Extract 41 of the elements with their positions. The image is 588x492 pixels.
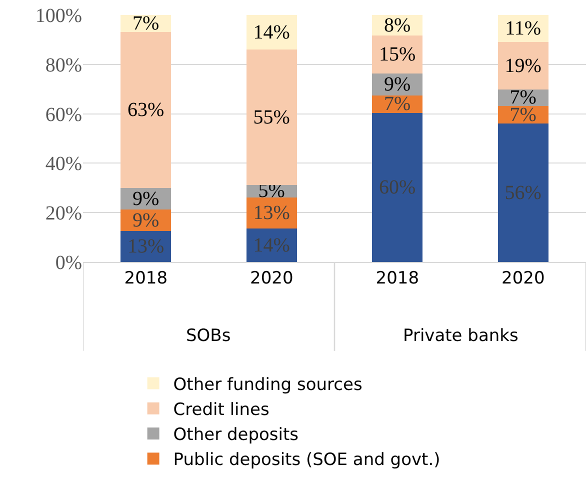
legend-label: Credit lines bbox=[173, 400, 270, 420]
y-tick-label: 40% bbox=[45, 153, 82, 176]
y-tick-label: 20% bbox=[45, 202, 82, 225]
data-label: 14% bbox=[253, 234, 290, 256]
bar bbox=[120, 32, 172, 188]
data-label: 55% bbox=[253, 106, 290, 128]
data-label: 56% bbox=[504, 182, 542, 204]
data-label: 7% bbox=[132, 12, 160, 35]
data-label: 9% bbox=[132, 188, 160, 210]
legend-label: Public deposits (SOE and govt.) bbox=[173, 450, 440, 470]
bar bbox=[246, 228, 297, 262]
bar bbox=[498, 124, 548, 262]
data-label: 7% bbox=[384, 93, 411, 116]
y-tick-label: 100% bbox=[35, 5, 82, 27]
legend-label: Other funding sources bbox=[173, 374, 362, 395]
data-label: 15% bbox=[379, 44, 416, 66]
x-tick-label: 2018 bbox=[124, 268, 168, 289]
data-label: 9% bbox=[384, 73, 411, 96]
x-tick-label: 2020 bbox=[501, 268, 545, 289]
data-label: 9% bbox=[132, 209, 160, 232]
data-label: 14% bbox=[253, 21, 290, 44]
data-label: 8% bbox=[384, 14, 411, 36]
x-tick-label: 2020 bbox=[250, 268, 294, 289]
y-tick-label: 80% bbox=[45, 54, 82, 76]
bar bbox=[372, 36, 423, 74]
bar bbox=[498, 42, 548, 90]
data-label: 63% bbox=[128, 99, 164, 122]
data-label: 19% bbox=[504, 54, 542, 77]
text: Private banks bbox=[403, 326, 518, 346]
data-label: 60% bbox=[379, 176, 416, 199]
x-tick-label: 2018 bbox=[376, 268, 420, 289]
data-label: 13% bbox=[128, 235, 164, 258]
y-tick-label: 0% bbox=[55, 252, 82, 274]
y-tick-label: 60% bbox=[45, 104, 82, 126]
data-label: 11% bbox=[505, 18, 542, 40]
text: SOBs bbox=[186, 326, 231, 346]
bar bbox=[372, 113, 423, 262]
legend-label: Other deposits bbox=[173, 425, 299, 446]
bar bbox=[246, 50, 297, 186]
data-label: 13% bbox=[253, 202, 290, 224]
bar bbox=[246, 15, 297, 50]
